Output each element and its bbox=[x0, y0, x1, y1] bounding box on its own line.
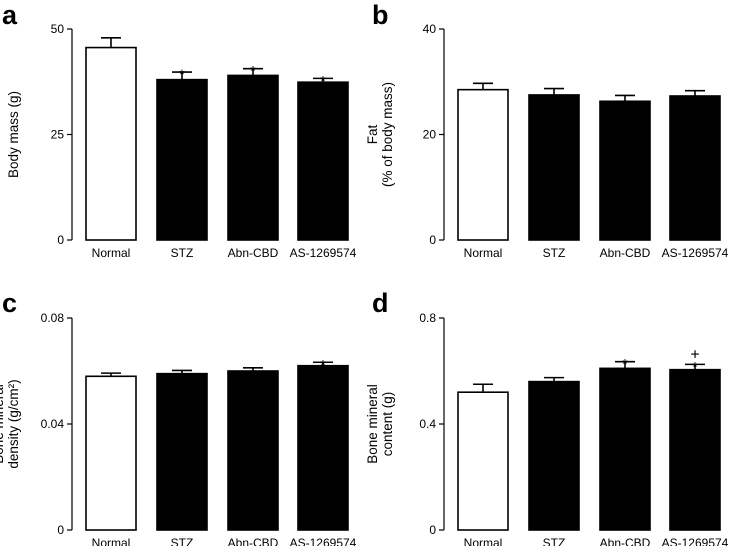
y-tick-label: 0 bbox=[57, 523, 64, 537]
category-label: Abn-CBD bbox=[600, 536, 651, 546]
y-axis-label: Fat bbox=[365, 125, 380, 145]
significance-star: * bbox=[320, 356, 326, 372]
category-label: Abn-CBD bbox=[228, 246, 279, 260]
y-tick-label: 0 bbox=[57, 233, 64, 247]
category-label: Normal bbox=[92, 536, 131, 546]
bar-normal bbox=[85, 375, 137, 531]
category-label: AS-1269574 bbox=[662, 536, 729, 546]
bar-as-1269574 bbox=[297, 364, 349, 531]
bar-abn-cbd bbox=[599, 367, 651, 531]
panel-letter: c bbox=[2, 288, 17, 318]
y-axis-label: content (g) bbox=[380, 392, 395, 457]
bar-abn-cbd bbox=[599, 100, 651, 241]
y-tick-label: 0.8 bbox=[419, 311, 436, 325]
bar-abn-cbd bbox=[227, 370, 279, 531]
category-label: Normal bbox=[92, 246, 131, 260]
y-tick-label: 25 bbox=[51, 128, 65, 142]
bar-as-1269574 bbox=[669, 368, 721, 531]
y-tick-label: 50 bbox=[51, 22, 65, 36]
significance-star: * bbox=[250, 63, 256, 79]
bar-stz bbox=[528, 94, 580, 241]
category-label: STZ bbox=[543, 536, 566, 546]
chart-panel-b: b 0 20 40 Fat (% of body mass) Normal STZ Abn-CB… bbox=[365, 0, 729, 260]
y-tick-label: 0.4 bbox=[419, 417, 436, 431]
y-tick-label: 0.08 bbox=[41, 311, 65, 325]
category-label: STZ bbox=[171, 536, 194, 546]
significance-star: * bbox=[320, 72, 326, 88]
category-label: Abn-CBD bbox=[228, 536, 279, 546]
bar-normal bbox=[457, 88, 509, 241]
bar-normal bbox=[85, 46, 137, 241]
y-tick-label: 0 bbox=[429, 523, 436, 537]
y-tick-label: 0.04 bbox=[41, 417, 65, 431]
y-axis-label: (% of body mass) bbox=[380, 82, 395, 187]
significance-star: * bbox=[622, 356, 628, 372]
category-label: STZ bbox=[543, 246, 566, 260]
category-label: Abn-CBD bbox=[600, 246, 651, 260]
y-tick-label: 20 bbox=[423, 128, 437, 142]
y-axis-label: density (g/cm²) bbox=[6, 379, 21, 468]
y-tick-label: 40 bbox=[423, 22, 437, 36]
bar-as-1269574 bbox=[669, 95, 721, 241]
bar-stz bbox=[156, 78, 208, 241]
bar-as-1269574 bbox=[297, 81, 349, 241]
y-tick-label: 0 bbox=[429, 233, 436, 247]
y-axis-label: Body mass (g) bbox=[6, 91, 21, 178]
chart-panel-d: d 0 0.4 0.8 Bone mineral content (g) Normal STZ… bbox=[365, 288, 729, 546]
significance-star: * bbox=[692, 358, 698, 374]
category-label: STZ bbox=[171, 246, 194, 260]
y-axis-label: Bone mineral bbox=[0, 384, 6, 464]
bar-abn-cbd bbox=[227, 74, 279, 241]
y-axis-label: Bone mineral bbox=[365, 384, 380, 464]
significance-star: * bbox=[179, 66, 185, 82]
chart-panel-a: a 0 25 50 Body mass (g) Normal STZ * Abn-CBD * AS-… bbox=[2, 0, 357, 260]
category-label: Normal bbox=[464, 246, 503, 260]
category-label: Normal bbox=[464, 536, 503, 546]
panel-letter: b bbox=[372, 0, 389, 30]
category-label: AS-1269574 bbox=[290, 536, 357, 546]
bar-normal bbox=[457, 391, 509, 531]
category-label: AS-1269574 bbox=[290, 246, 357, 260]
bar-stz bbox=[528, 380, 580, 531]
bar-stz bbox=[156, 372, 208, 531]
category-label: AS-1269574 bbox=[662, 246, 729, 260]
panel-letter: d bbox=[372, 288, 389, 318]
chart-panel-c: c 0 0.04 0.08 Bone mineral density (g/cm²) Nor… bbox=[0, 288, 357, 546]
significance-plus: + bbox=[690, 346, 699, 363]
panel-letter: a bbox=[2, 0, 18, 30]
